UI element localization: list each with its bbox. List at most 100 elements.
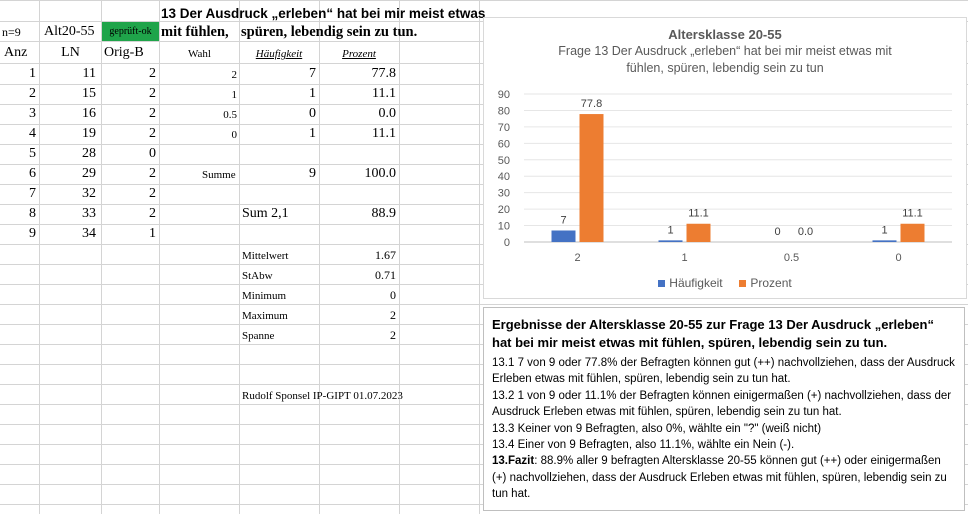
stat-label[interactable]: Minimum bbox=[242, 290, 287, 302]
x-tick-label: 1 bbox=[681, 252, 687, 264]
data-label: 0.0 bbox=[798, 226, 813, 238]
bar-haeufigkeit bbox=[872, 240, 897, 242]
ln-cell[interactable]: 32 bbox=[82, 186, 96, 201]
fazit-label: 13.Fazit bbox=[492, 455, 535, 468]
wahl-cell[interactable]: 1 bbox=[231, 89, 238, 101]
wahl-cell[interactable]: 0 bbox=[231, 129, 238, 141]
orig-cell[interactable]: 1 bbox=[149, 226, 156, 241]
haeufigkeit-cell[interactable]: 1 bbox=[309, 86, 316, 101]
col-header-haeufigkeit[interactable]: Häufigkeit bbox=[255, 48, 303, 60]
results-p3: 13.3 Keiner von 9 Befragten, also 0%, wä… bbox=[492, 422, 822, 435]
wahl-cell[interactable]: 0.5 bbox=[223, 109, 237, 121]
orig-cell[interactable]: 2 bbox=[149, 126, 156, 141]
stat-value[interactable]: 1.67 bbox=[375, 248, 396, 262]
stat-value[interactable]: 2 bbox=[390, 328, 396, 342]
anz-cell[interactable]: 6 bbox=[29, 166, 36, 181]
ln-cell[interactable]: 16 bbox=[82, 106, 96, 121]
bar-haeufigkeit bbox=[551, 230, 576, 242]
ln-cell[interactable]: 28 bbox=[82, 146, 96, 161]
ln-cell[interactable]: 29 bbox=[82, 166, 96, 181]
orig-cell[interactable]: 2 bbox=[149, 86, 156, 101]
legend-swatch-haeufigkeit bbox=[658, 280, 666, 288]
prozent-cell[interactable]: 77.8 bbox=[371, 66, 397, 81]
summe-label[interactable]: Summe bbox=[202, 169, 236, 181]
stat-label[interactable]: Maximum bbox=[242, 310, 288, 322]
bar-prozent bbox=[900, 223, 925, 242]
results-p1: 13.1 7 von 9 oder 77.8% der Befragten kö… bbox=[492, 357, 955, 386]
results-p2: 13.2 1 von 9 oder 11.1% der Befragten kö… bbox=[492, 389, 952, 419]
x-tick-label: 0 bbox=[895, 252, 901, 264]
anz-cell[interactable]: 7 bbox=[29, 186, 36, 201]
n-label[interactable]: n=9 bbox=[2, 25, 21, 39]
orig-cell[interactable]: 2 bbox=[149, 166, 156, 181]
wahl-cell[interactable]: 2 bbox=[231, 69, 238, 81]
col-header-anz[interactable]: Anz bbox=[4, 45, 28, 60]
results-fazit: 13.Fazit: 88.9% aller 9 befragten Alters… bbox=[492, 453, 956, 502]
prozent-cell[interactable]: 0.0 bbox=[378, 106, 397, 121]
fazit-text: : 88.9% aller 9 befragten Altersklasse 2… bbox=[492, 455, 947, 501]
author-credit[interactable]: Rudolf Sponsel IP-GIPT 01.07.2023 bbox=[242, 390, 403, 402]
title-cont-2[interactable]: spüren, lebendig sein zu tun. bbox=[241, 24, 418, 40]
stat-label[interactable]: Spanne bbox=[242, 330, 275, 342]
stat-value[interactable]: 0 bbox=[390, 288, 396, 302]
orig-cell[interactable]: 2 bbox=[149, 66, 156, 81]
haeufigkeit-cell[interactable]: 0 bbox=[309, 106, 316, 121]
y-tick-label: 20 bbox=[498, 204, 510, 216]
col-header-ln[interactable]: LN bbox=[61, 45, 80, 60]
summe-haeufigkeit[interactable]: 9 bbox=[309, 166, 316, 181]
orig-cell[interactable]: 2 bbox=[149, 206, 156, 221]
stat-label[interactable]: Mittelwert bbox=[242, 250, 289, 262]
prozent-cell[interactable]: 11.1 bbox=[372, 126, 396, 141]
haeufigkeit-cell[interactable]: 7 bbox=[309, 66, 316, 81]
y-tick-label: 30 bbox=[498, 188, 510, 200]
anz-cell[interactable]: 1 bbox=[29, 66, 36, 81]
ln-cell[interactable]: 34 bbox=[82, 226, 96, 241]
summe-prozent[interactable]: 100.0 bbox=[364, 166, 397, 181]
bar-prozent bbox=[579, 114, 604, 242]
data-label: 77.8 bbox=[581, 98, 602, 110]
y-tick-label: 50 bbox=[498, 155, 510, 167]
anz-cell[interactable]: 9 bbox=[29, 226, 36, 241]
data-label: 7 bbox=[560, 214, 566, 226]
chart-title: Altersklasse 20-55 bbox=[668, 27, 782, 42]
data-label: 11.1 bbox=[688, 208, 709, 220]
anz-cell[interactable]: 8 bbox=[29, 206, 36, 221]
bar-chart[interactable]: Altersklasse 20-55 Frage 13 Der Ausdruck… bbox=[483, 17, 967, 299]
prozent-cell[interactable]: 11.1 bbox=[372, 86, 396, 101]
orig-cell[interactable]: 2 bbox=[149, 106, 156, 121]
sum21-value[interactable]: 88.9 bbox=[371, 206, 397, 221]
stat-value[interactable]: 0.71 bbox=[375, 268, 396, 282]
title-cont-1[interactable]: mit fühlen, bbox=[161, 24, 229, 40]
checked-badge[interactable]: geprüft-ok bbox=[102, 22, 159, 41]
anz-cell[interactable]: 4 bbox=[29, 126, 36, 141]
ln-cell[interactable]: 11 bbox=[82, 66, 96, 81]
bar-haeufigkeit bbox=[658, 240, 683, 242]
bar-prozent bbox=[686, 223, 711, 242]
haeufigkeit-cell[interactable]: 1 bbox=[309, 126, 316, 141]
col-header-orig[interactable]: Orig-B bbox=[104, 45, 144, 60]
data-label: 1 bbox=[667, 224, 673, 236]
y-tick-label: 80 bbox=[498, 105, 510, 117]
sum21-label[interactable]: Sum 2,1 bbox=[242, 206, 289, 221]
anz-cell[interactable]: 5 bbox=[29, 146, 36, 161]
col-header-wahl[interactable]: Wahl bbox=[188, 48, 211, 60]
data-label: 0 bbox=[774, 226, 780, 238]
col-header-prozent[interactable]: Prozent bbox=[342, 48, 376, 60]
anz-cell[interactable]: 2 bbox=[29, 86, 36, 101]
ln-cell[interactable]: 19 bbox=[82, 126, 96, 141]
ln-cell[interactable]: 15 bbox=[82, 86, 96, 101]
stat-label[interactable]: StAbw bbox=[242, 270, 273, 282]
results-p4: 13.4 Einer von 9 Befragten, also 11.1%, … bbox=[492, 439, 795, 452]
orig-cell[interactable]: 0 bbox=[149, 146, 156, 161]
results-textbox[interactable]: Ergebnisse der Altersklasse 20-55 zur Fr… bbox=[483, 307, 965, 511]
legend-label-prozent: Prozent bbox=[750, 276, 792, 290]
sheet-title[interactable]: 13 Der Ausdruck „erleben“ hat bei mir me… bbox=[161, 6, 486, 21]
ln-cell[interactable]: 33 bbox=[82, 206, 96, 221]
y-tick-label: 0 bbox=[504, 237, 510, 249]
legend-label-haeufigkeit: Häufigkeit bbox=[669, 276, 723, 290]
stat-value[interactable]: 2 bbox=[390, 308, 396, 322]
group-label[interactable]: Alt20-55 bbox=[44, 24, 95, 39]
orig-cell[interactable]: 2 bbox=[149, 186, 156, 201]
anz-cell[interactable]: 3 bbox=[29, 106, 36, 121]
